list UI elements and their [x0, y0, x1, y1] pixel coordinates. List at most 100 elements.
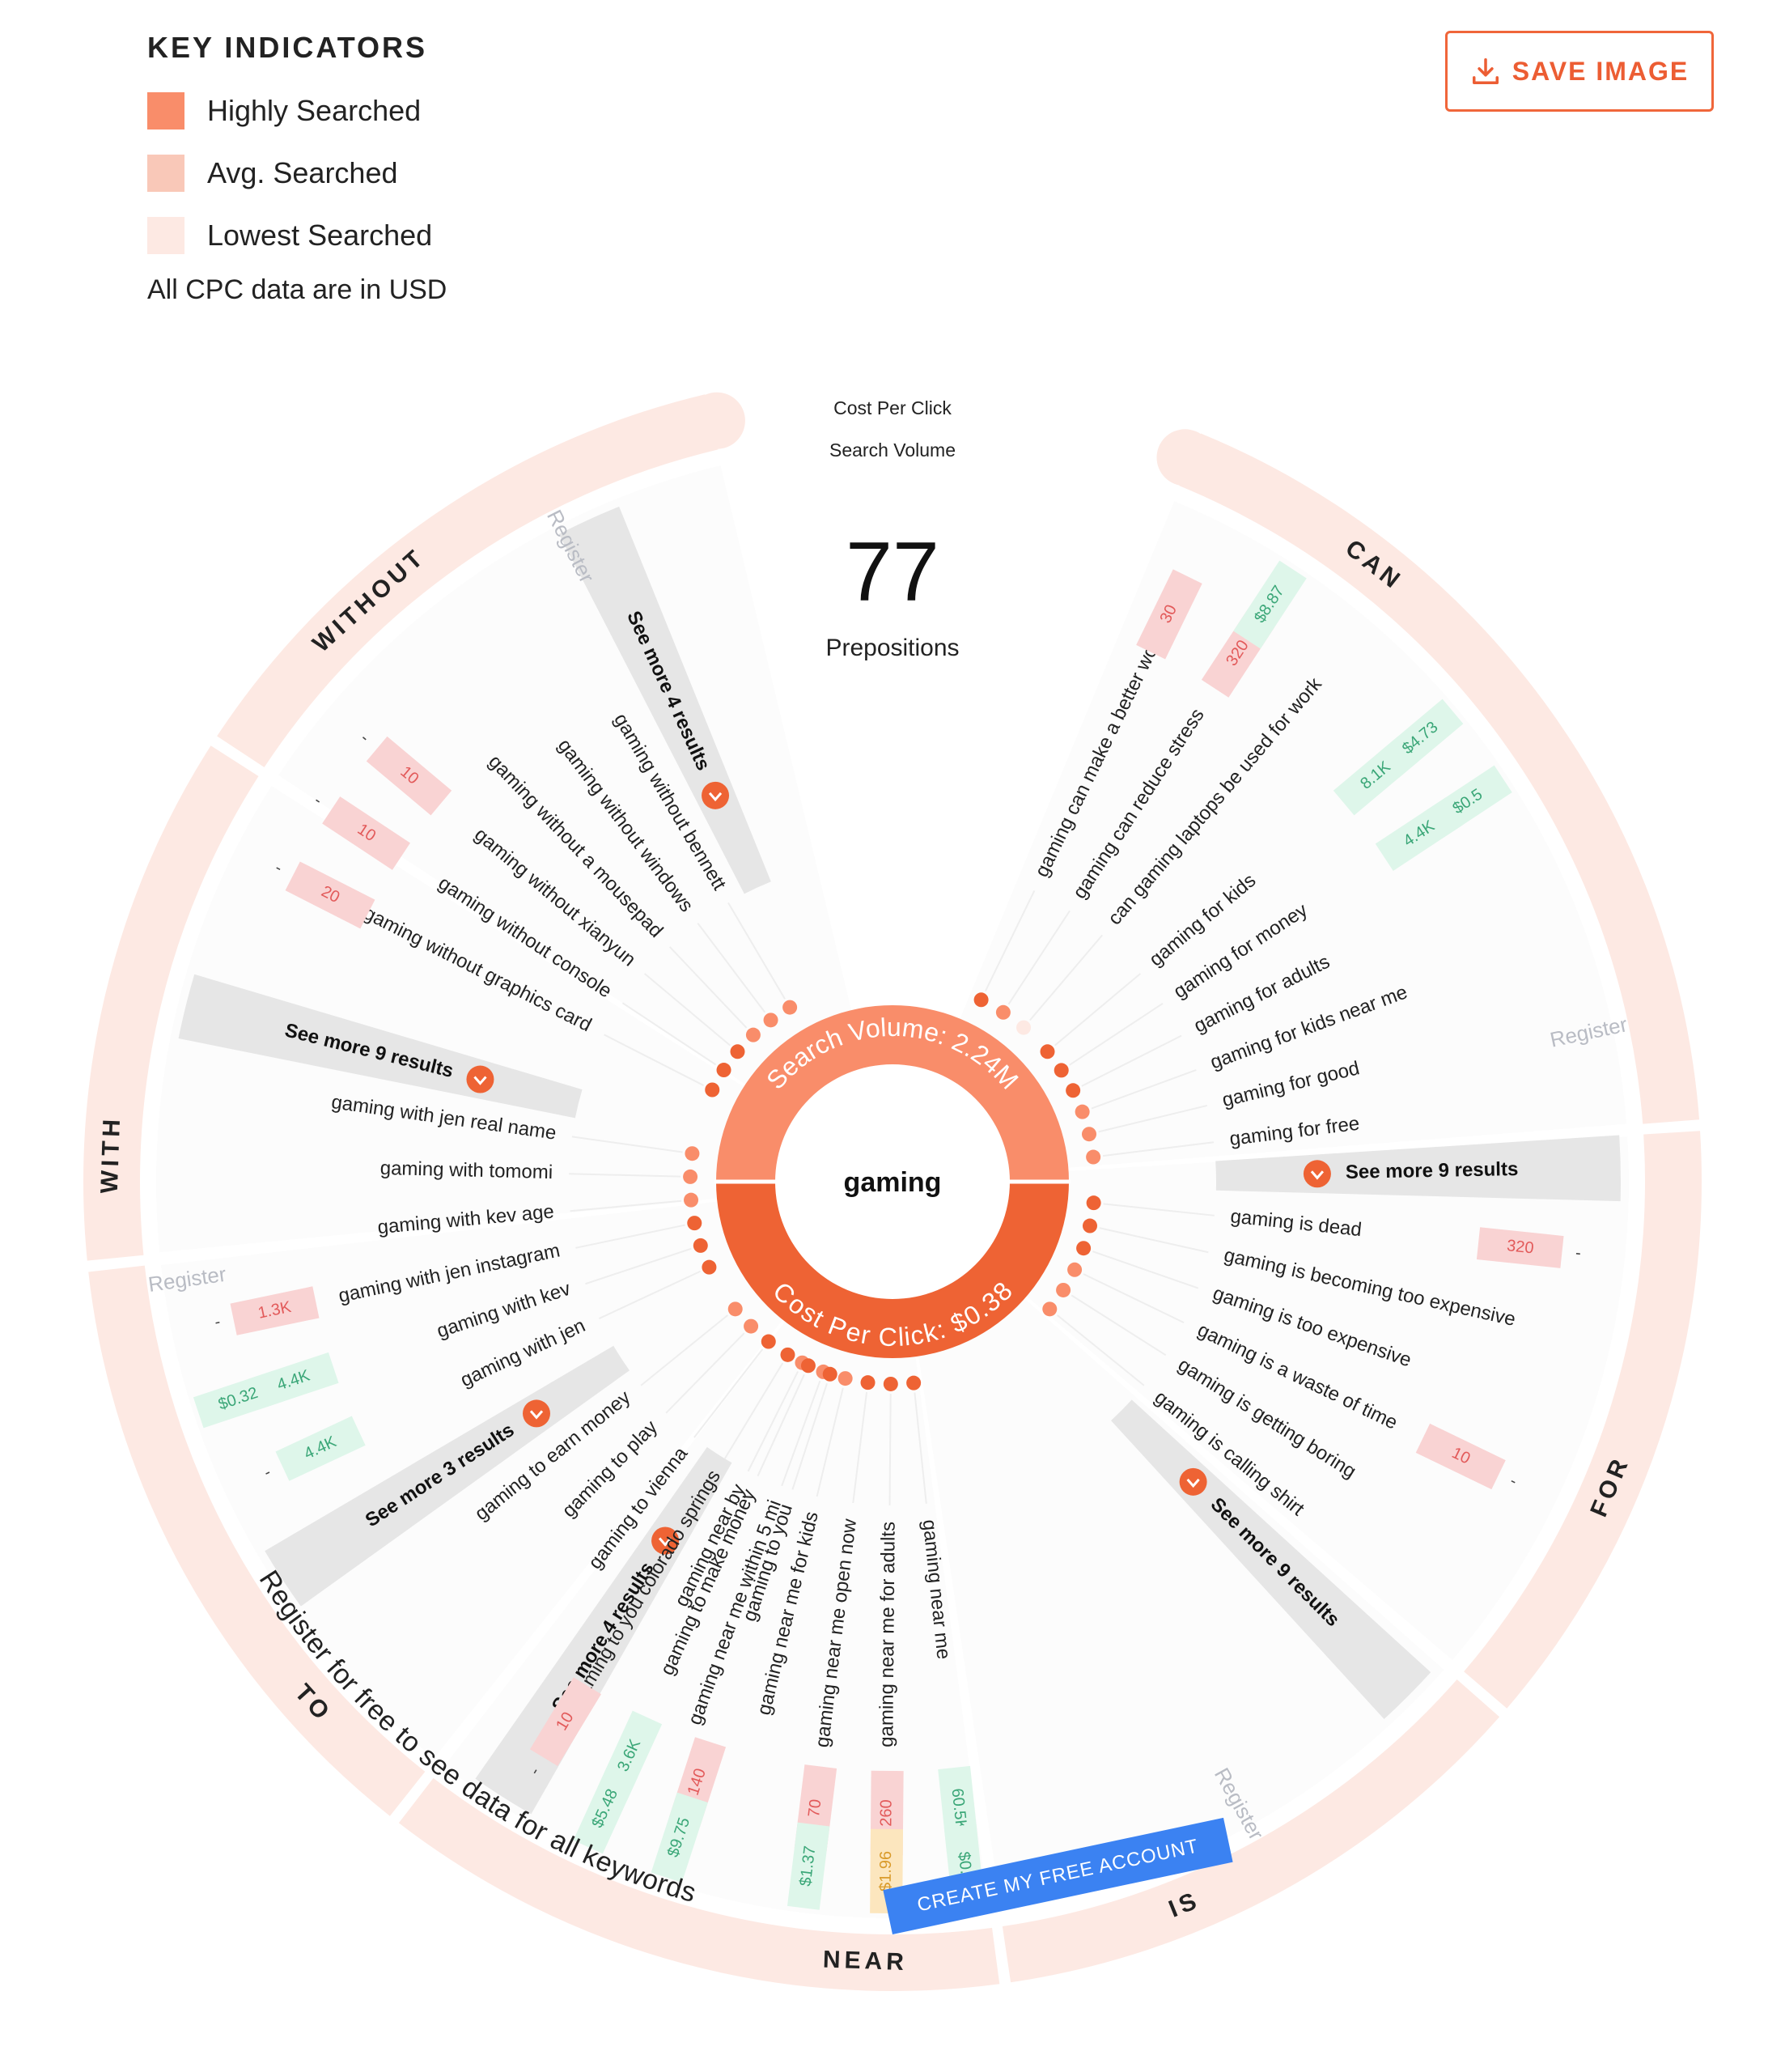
legend-label-low: Lowest Searched	[207, 219, 433, 252]
spoke-line	[697, 922, 766, 1013]
key-indicators-legend: KEY INDICATORS Highly Searched Avg. Sear…	[147, 31, 447, 306]
chevron-down-icon[interactable]	[651, 1526, 680, 1555]
spoke-line	[914, 1392, 927, 1504]
metric-tag-bg	[1476, 1227, 1564, 1268]
center-header: Cost Per Click Search Volume 77 Preposition…	[825, 397, 959, 661]
sector-panel	[954, 501, 1627, 1170]
spoke-line	[984, 890, 1036, 991]
search-level-dot	[702, 1259, 717, 1275]
spoke-line	[816, 1387, 844, 1497]
search-level-dot	[763, 1013, 778, 1028]
center-keyword: gaming	[844, 1167, 942, 1198]
search-level-dot	[782, 1000, 798, 1015]
spoke-line	[640, 1314, 729, 1386]
chevron-glyph	[1310, 1170, 1325, 1180]
spoke-line	[1098, 1104, 1208, 1133]
search-volume-arc	[716, 1005, 1069, 1182]
legend-item-avg: Avg. Searched	[147, 155, 447, 192]
sector-panel	[155, 786, 757, 1253]
legend-item-low: Lowest Searched	[147, 217, 447, 254]
metric-tag-bg	[366, 736, 452, 816]
metric-tag: $1.37	[787, 1822, 830, 1910]
spoke-line	[604, 1034, 705, 1086]
metric-tag-bg	[529, 1677, 601, 1767]
metric-value: 60.5K	[948, 1788, 970, 1832]
metric-tag-bg	[573, 1764, 638, 1854]
spoke-line	[643, 973, 731, 1047]
search-level-dot	[1066, 1083, 1081, 1098]
metric-tag-bg	[275, 1416, 366, 1481]
spoke-line	[575, 1224, 685, 1249]
sv-axis-label: Search Volume	[829, 439, 956, 461]
cpc-currency-note: All CPC data are in USD	[147, 274, 447, 305]
legend-swatch-low	[147, 217, 184, 254]
metric-tag: 10	[322, 796, 410, 870]
search-level-dot	[705, 1082, 720, 1098]
search-level-dot	[822, 1366, 837, 1382]
chevron-down-icon[interactable]	[702, 781, 730, 809]
preposition-count-label: Prepositions	[825, 635, 959, 661]
metric-tag: $9.75	[651, 1792, 708, 1883]
metric-tag: 30	[1136, 569, 1202, 660]
chevron-down-icon[interactable]	[1179, 1467, 1207, 1496]
search-level-dot	[1056, 1282, 1071, 1297]
cpc-axis-label: Cost Per Click	[833, 397, 952, 418]
spoke-line	[693, 1348, 764, 1438]
sector-panel	[916, 1289, 1444, 1911]
search-level-dot	[683, 1169, 698, 1184]
cpc-arc	[716, 1182, 1069, 1358]
group-label-with[interactable]: WITH	[96, 1115, 125, 1194]
spoke-line	[585, 1247, 692, 1285]
metric-tag-bg	[193, 1370, 284, 1429]
outer-ring-segment	[83, 745, 259, 1261]
outer-ring-segment	[88, 1265, 426, 1816]
search-level-dot	[687, 1216, 702, 1231]
see-more-label[interactable]: See more 9 results	[1346, 1158, 1519, 1183]
metric-tag-bg	[1377, 698, 1464, 779]
chevron-glyph	[1186, 1478, 1200, 1488]
search-level-dot	[780, 1347, 795, 1362]
spoke-line	[747, 1371, 799, 1472]
search-level-dot	[906, 1375, 922, 1391]
search-level-dot	[1054, 1063, 1069, 1078]
search-level-dot	[1086, 1195, 1101, 1211]
spoke-line	[1007, 910, 1071, 1005]
search-level-dot	[800, 1358, 816, 1374]
legend-swatch-avg	[147, 155, 184, 192]
spoke-line	[569, 1173, 681, 1178]
search-level-dot	[693, 1238, 708, 1253]
spoke-line	[1099, 1227, 1209, 1254]
search-level-dot	[730, 1044, 745, 1059]
metric-value: 260	[877, 1799, 895, 1827]
metric-tag: $0.32	[193, 1370, 284, 1429]
metric-tag-bg	[230, 1286, 320, 1335]
save-image-button[interactable]: SAVE IMAGE	[1445, 31, 1714, 112]
search-level-dot	[684, 1192, 699, 1208]
chevron-down-icon[interactable]	[1303, 1160, 1331, 1188]
group-label-near[interactable]: NEAR	[822, 1947, 908, 1976]
metric-value: -	[1575, 1244, 1582, 1263]
sector-panel	[1015, 1136, 1629, 1660]
keyword-label[interactable]: gaming near me for adults	[876, 1522, 899, 1747]
chevron-down-icon[interactable]	[522, 1399, 550, 1428]
spoke-line	[599, 1270, 701, 1319]
search-level-dot	[1040, 1044, 1055, 1059]
search-level-dot	[1086, 1149, 1101, 1165]
legend-label-avg: Avg. Searched	[207, 156, 398, 189]
chevron-down-icon[interactable]	[466, 1065, 494, 1093]
keyword-label[interactable]: gaming with tomomi	[379, 1157, 553, 1183]
chevron-glyph	[708, 792, 723, 802]
spoke-line	[723, 1362, 784, 1459]
metric-tag-bg	[322, 796, 410, 870]
spoke-line	[665, 1332, 745, 1414]
search-level-dot	[1016, 1020, 1032, 1035]
spoke-line	[571, 1136, 683, 1153]
metric-tag-bg	[1423, 765, 1512, 839]
outer-ring-segment	[1002, 1679, 1500, 1983]
spoke-line	[1092, 1250, 1199, 1289]
spoke-line	[1069, 1002, 1164, 1066]
metric-tag: 10	[529, 1677, 601, 1767]
spoke-line	[570, 1199, 682, 1212]
search-level-dot	[860, 1375, 876, 1391]
